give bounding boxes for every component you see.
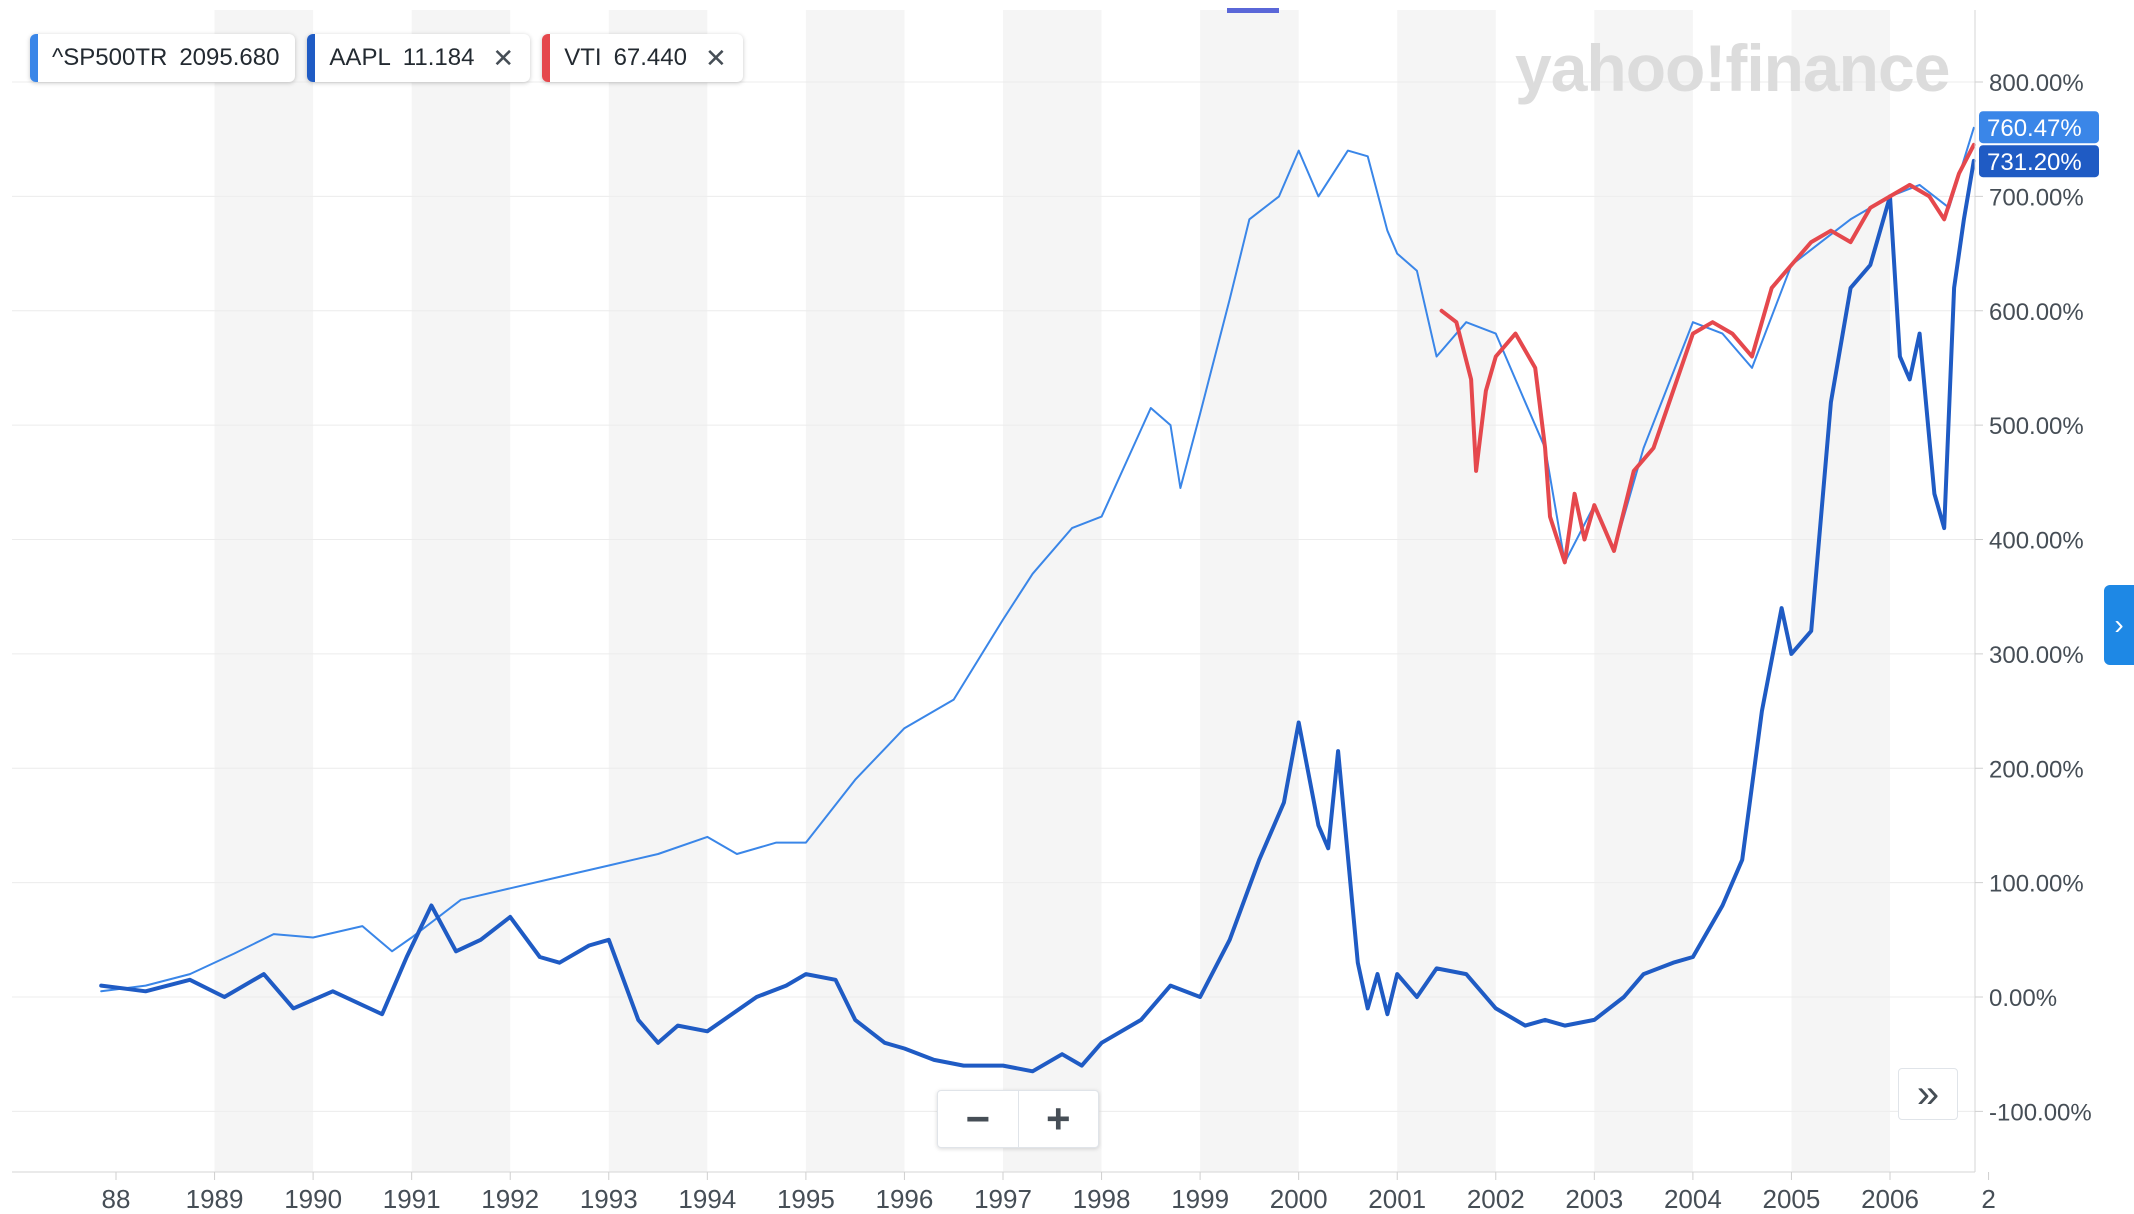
legend-value: 67.440 (613, 44, 687, 71)
zoom-controls: − + (937, 1090, 1099, 1148)
x-tick-label: 1991 (383, 1184, 441, 1214)
x-tick-label: 1989 (186, 1184, 244, 1214)
legend-symbol: VTI (564, 44, 602, 71)
x-tick-label: 1997 (974, 1184, 1032, 1214)
series-lines (99, 126, 1976, 1074)
x-tick-label: 2001 (1368, 1184, 1426, 1214)
zoom-out-button[interactable]: − (938, 1091, 1019, 1147)
x-tick-label: 1990 (284, 1184, 342, 1214)
last-value-badge (1979, 145, 2099, 178)
series-line-aapl (99, 158, 1976, 1074)
y-tick-label: 500.00% (1989, 413, 2084, 440)
y-tick-label: 300.00% (1989, 642, 2084, 669)
x-tick-label: 1992 (481, 1184, 539, 1214)
y-tick-label: 0.00% (1989, 985, 2057, 1012)
close-icon[interactable]: ✕ (492, 42, 515, 73)
y-tick-label: 400.00% (1989, 528, 2084, 555)
year-band (411, 10, 511, 1172)
y-tick-label: 700.00% (1989, 184, 2084, 211)
x-tick-label: 1999 (1171, 1184, 1229, 1214)
y-axis: 800.00% 700.00% 600.00% 500.00% 400.00% 300.0… (1974, 10, 2092, 1172)
zoom-in-button[interactable]: + (1045, 1095, 1071, 1142)
legend-chip-aapl[interactable]: AAPL 11.184 ✕ (307, 34, 531, 82)
yahoo-finance-logo: yahoo!finance (1515, 31, 1950, 105)
legend: ^SP500TR 2095.680 AAPL 11.184 ✕ VTI 67.4… (30, 34, 743, 82)
series-line-vti (1439, 142, 1976, 565)
close-icon[interactable]: ✕ (704, 42, 727, 73)
y-tick-label: 200.00% (1989, 756, 2084, 783)
x-tick-label: 88 (102, 1184, 131, 1214)
legend-chip-vti[interactable]: VTI 67.440 ✕ (542, 34, 743, 82)
year-band (608, 10, 708, 1172)
year-bands (214, 10, 1890, 1172)
range-indicator[interactable] (1227, 8, 1279, 13)
x-tick-label: 1998 (1073, 1184, 1131, 1214)
legend-chip-sp500tr[interactable]: ^SP500TR 2095.680 (30, 34, 296, 82)
chevron-double-right-icon[interactable]: » (1898, 1068, 1958, 1120)
legend-color-swatch (307, 34, 316, 82)
last-value-label: 731.20% (1987, 149, 2082, 176)
year-band (1003, 10, 1102, 1172)
year-band (1397, 10, 1496, 1172)
y-tick-label: 600.00% (1989, 299, 2084, 326)
year-band (805, 10, 905, 1172)
chevron-right-icon[interactable]: › (2104, 585, 2134, 665)
year-band (214, 10, 314, 1172)
x-tick-label: 2003 (1565, 1184, 1623, 1214)
x-tick-label: 2 (1981, 1184, 1995, 1214)
last-value-labels: 760.47% 731.20% (1979, 111, 2099, 178)
legend-color-swatch (30, 34, 38, 82)
y-tick-label: 100.00% (1989, 871, 2084, 898)
year-band (1791, 10, 1890, 1172)
series-line-sp500tr (100, 126, 1975, 993)
x-tick-label: 1994 (678, 1184, 736, 1214)
x-tick-label: 2005 (1763, 1184, 1821, 1214)
y-tick-label: -100.00% (1989, 1099, 2092, 1126)
x-tick-label: 1995 (777, 1184, 835, 1214)
legend-color-swatch (542, 34, 551, 82)
legend-symbol: AAPL (329, 44, 391, 71)
x-tick-label: 2002 (1467, 1184, 1525, 1214)
last-value-label: 760.47% (1987, 115, 2082, 142)
x-tick-label: 2006 (1861, 1184, 1919, 1214)
x-tick-label: 2000 (1270, 1184, 1328, 1214)
x-axis: 88 1989 1990 1991 1992 1993 1994 1995 1996 1997 19… (12, 1171, 1996, 1214)
x-tick-label: 2004 (1664, 1184, 1722, 1214)
y-tick-label: 800.00% (1989, 70, 2084, 97)
x-tick-label: 1996 (876, 1184, 934, 1214)
year-band (1594, 10, 1693, 1172)
legend-value: 2095.680 (179, 44, 280, 71)
year-band (1200, 10, 1299, 1172)
x-tick-label: 1993 (580, 1184, 638, 1214)
legend-value: 11.184 (402, 44, 475, 71)
legend-symbol: ^SP500TR (52, 44, 168, 71)
last-value-badge (1979, 111, 2099, 144)
